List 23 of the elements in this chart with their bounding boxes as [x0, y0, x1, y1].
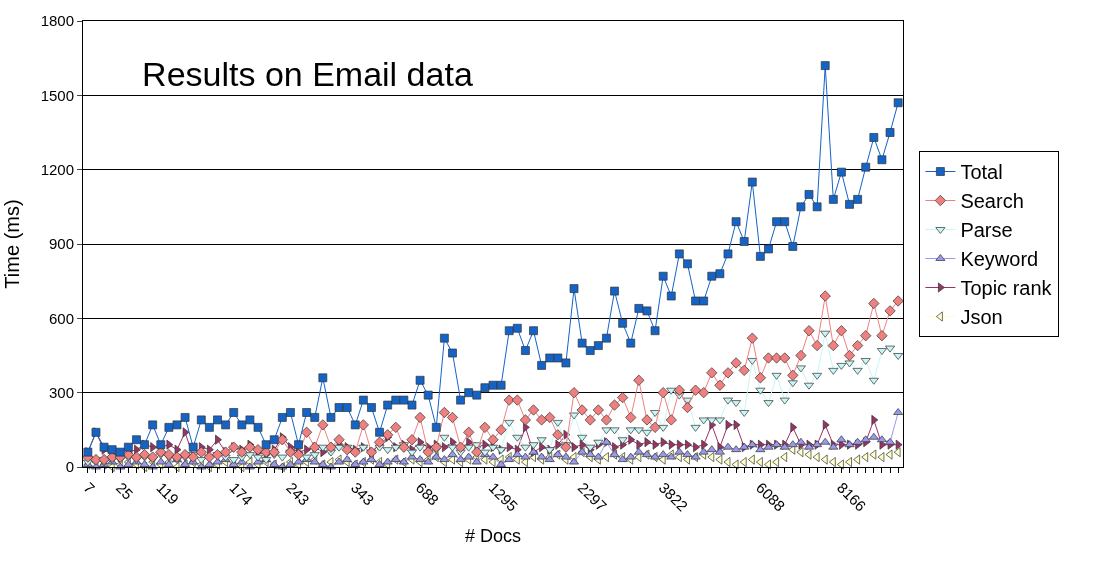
- y-tick-label: 600: [48, 309, 74, 327]
- y-tick-label: 900: [48, 235, 74, 253]
- legend-label: Json: [960, 306, 1003, 329]
- y-tick-label: 1500: [40, 86, 74, 104]
- x-tick-label: 7: [80, 478, 99, 497]
- x-tick-label: 119: [153, 478, 183, 508]
- x-axis-title: # Docs: [464, 525, 522, 546]
- legend-label: Parse: [960, 219, 1013, 242]
- x-tick-label: 343: [347, 478, 378, 509]
- y-axis-title: Time (ms): [1, 199, 24, 289]
- y-tick-label: 1800: [40, 12, 74, 30]
- x-tick-label: 25: [112, 478, 137, 503]
- legend-label: Topic rank: [960, 277, 1053, 300]
- text: Results on Email data: [142, 54, 473, 93]
- legend-label: Total: [960, 161, 1003, 184]
- x-tick-label: 243: [283, 478, 313, 509]
- y-tick-label: 0: [65, 458, 74, 476]
- legend-label: Keyword: [960, 248, 1039, 271]
- legend-label: Search: [960, 190, 1024, 213]
- y-tick-label: 300: [48, 383, 74, 401]
- y-tick-label: 1200: [40, 160, 74, 178]
- x-tick-label: 174: [226, 478, 257, 509]
- x-tick-label: 688: [412, 478, 443, 509]
